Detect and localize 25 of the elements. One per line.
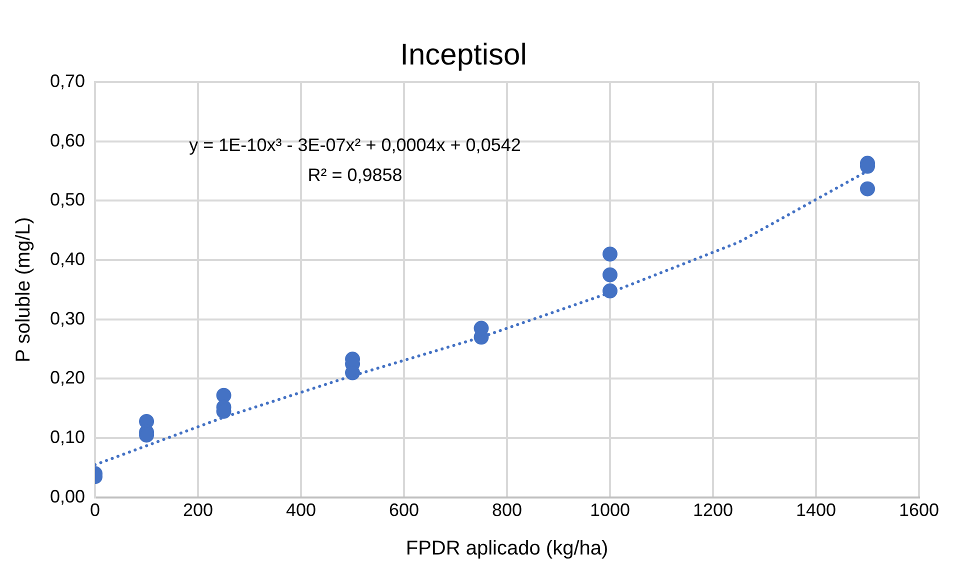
y-tick-label: 0,00 (50, 486, 86, 506)
annotation: y = 1E-10x³ - 3E-07x² + 0,0004x + 0,0542 (189, 134, 521, 155)
y-tick-label: 0,40 (50, 248, 86, 269)
chart-title: Inceptisol (400, 38, 527, 72)
point (602, 246, 618, 262)
x-tick-label: 600 (388, 500, 420, 520)
annotation: R² = 0,9858 (308, 164, 402, 185)
y-axis-title: P soluble (mg/L) (12, 217, 35, 362)
x-axis-title: FPDR aplicado (kg/ha) (406, 538, 608, 560)
x-tick-label: 1000 (590, 500, 630, 520)
x-tick-label: 200 (183, 500, 214, 520)
y-tick-label: 0,60 (50, 130, 86, 150)
point (860, 181, 875, 196)
x-tick-label: 0 (90, 500, 100, 520)
x-tick-label: 1400 (796, 500, 836, 520)
y-tick-label: 0,20 (50, 368, 86, 388)
y-tick-label: 0,30 (50, 308, 86, 328)
x-tick-label: 800 (492, 500, 522, 520)
y-tick-label: 0,10 (50, 427, 86, 448)
x-tick-label: 1200 (692, 500, 734, 520)
y-tick-label: 0,50 (50, 190, 86, 210)
x-tick-label: 400 (286, 500, 316, 520)
x-tick-label: 1600 (898, 500, 940, 520)
point (602, 267, 618, 282)
y-tick-label: 0,70 (50, 70, 86, 91)
